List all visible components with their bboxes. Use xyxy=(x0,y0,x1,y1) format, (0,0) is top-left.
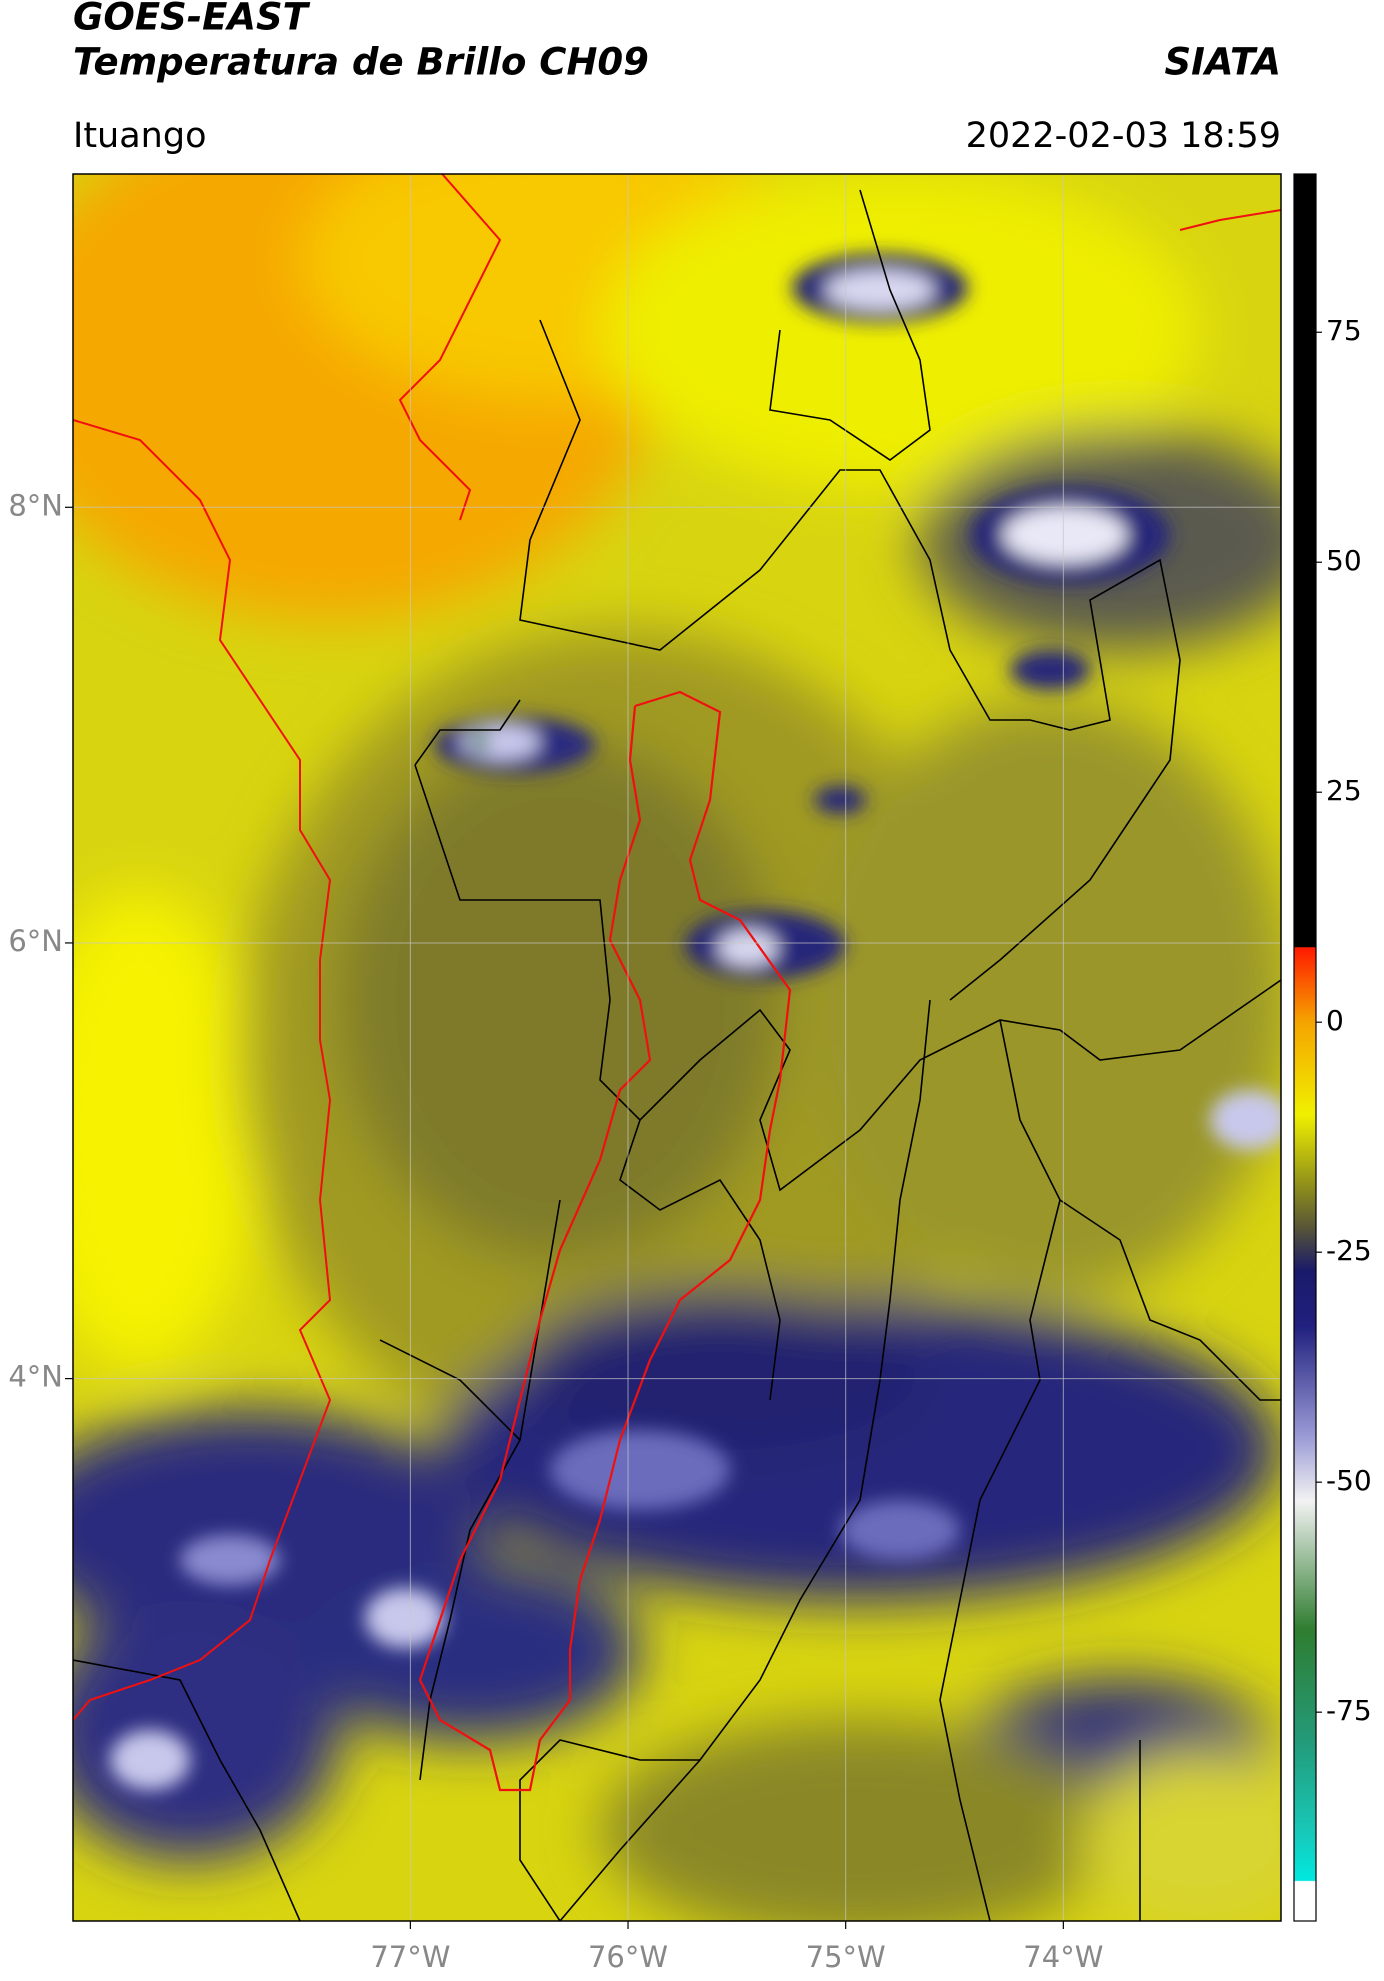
colorbar-tick-label: -50 xyxy=(1326,1464,1372,1497)
satellite-field xyxy=(73,174,1281,1921)
admin-borders xyxy=(73,189,1281,1921)
y-tick-label: 8°N xyxy=(8,488,63,522)
colorbar-tick-label: -75 xyxy=(1326,1694,1372,1727)
coastline xyxy=(73,174,1281,1721)
colorbar xyxy=(1293,173,1317,1922)
timestamp: 2022-02-03 18:59 xyxy=(966,116,1281,156)
colorbar-tick-label: 25 xyxy=(1326,774,1362,807)
x-tick-label: 75°W xyxy=(806,1940,886,1974)
region: Ituango xyxy=(73,116,207,156)
x-tick-label: 74°W xyxy=(1023,1940,1103,1974)
colorbar-tick-label: 50 xyxy=(1326,544,1362,577)
y-tick-label: 4°N xyxy=(8,1360,63,1394)
map-frame xyxy=(72,173,1282,1922)
y-tick-label: 6°N xyxy=(8,924,63,958)
x-tick-label: 77°W xyxy=(370,1940,450,1974)
x-tick-label: 76°W xyxy=(588,1940,668,1974)
ituango-boundary xyxy=(418,690,792,1792)
graticule xyxy=(73,174,1281,1921)
colorbar-tick-label: 75 xyxy=(1326,314,1362,347)
agency: SIATA xyxy=(1164,41,1281,84)
satellite-title: GOES-EAST xyxy=(73,0,311,39)
product-title: Temperatura de Brillo CH09 xyxy=(73,41,649,84)
colorbar-tick-label: 0 xyxy=(1326,1004,1344,1037)
colorbar-tick-label: -25 xyxy=(1326,1234,1372,1267)
